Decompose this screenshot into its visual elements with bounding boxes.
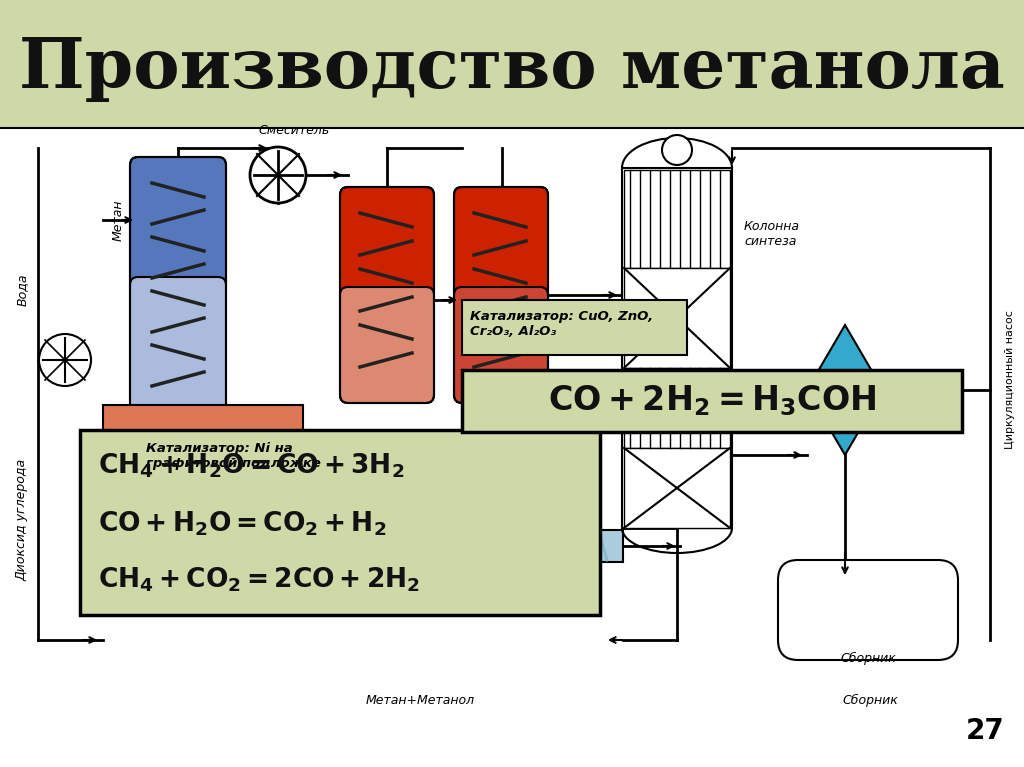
Text: Колонна
синтеза: Колонна синтеза — [744, 220, 800, 248]
Text: Циркуляционный насос: Циркуляционный насос — [1005, 311, 1015, 449]
Bar — [138, 432, 348, 487]
Text: Смеситель: Смеситель — [258, 124, 330, 137]
Bar — [0, 0, 1024, 128]
FancyBboxPatch shape — [778, 560, 958, 660]
FancyBboxPatch shape — [130, 157, 226, 293]
Bar — [80, 430, 600, 615]
Text: Сборник: Сборник — [840, 652, 896, 665]
FancyBboxPatch shape — [454, 187, 548, 303]
Text: $\mathbf{CO + 2H_2 = H_3COH}$: $\mathbf{CO + 2H_2 = H_3COH}$ — [548, 384, 877, 418]
Text: Диоксид углерода: Диоксид углерода — [15, 459, 29, 581]
Bar — [624, 268, 730, 368]
Bar — [462, 300, 687, 355]
Text: $\mathbf{CH_4 + CO_2 = 2CO + 2H_2}$: $\mathbf{CH_4 + CO_2 = 2CO + 2H_2}$ — [98, 565, 420, 594]
Text: Катализатор: Ni на
графитовой подложке: Катализатор: Ni на графитовой подложке — [146, 442, 321, 470]
Bar — [622, 168, 732, 528]
FancyBboxPatch shape — [130, 277, 226, 413]
Bar — [624, 448, 730, 528]
Circle shape — [39, 334, 91, 386]
Text: Сборник: Сборник — [842, 693, 898, 706]
Text: Метан: Метан — [112, 199, 125, 241]
Text: Производство метанола: Производство метанола — [19, 35, 1005, 101]
Bar — [103, 405, 303, 433]
Bar — [462, 370, 962, 432]
Text: Вода: Вода — [15, 274, 29, 306]
Text: $\mathbf{CO + H_2O = CO_2 + H_2}$: $\mathbf{CO + H_2O = CO_2 + H_2}$ — [98, 510, 386, 538]
Circle shape — [250, 147, 306, 203]
FancyBboxPatch shape — [454, 287, 548, 403]
Text: Сепаратор: Сепаратор — [893, 374, 964, 387]
Bar — [624, 170, 730, 268]
Text: Катализатор: CuO, ZnO,
Cr₂O₃, Al₂O₃: Катализатор: CuO, ZnO, Cr₂O₃, Al₂O₃ — [470, 310, 653, 338]
FancyBboxPatch shape — [340, 187, 434, 303]
Text: $\mathbf{CH_4 + H_2O = CO + 3H_2}$: $\mathbf{CH_4 + H_2O = CO + 3H_2}$ — [98, 452, 404, 480]
Bar — [624, 368, 730, 448]
Text: 27: 27 — [967, 717, 1005, 745]
Circle shape — [662, 135, 692, 165]
Text: Метан+Метанол: Метан+Метанол — [366, 693, 474, 706]
Bar — [103, 530, 623, 562]
FancyBboxPatch shape — [340, 287, 434, 403]
Polygon shape — [807, 325, 883, 455]
